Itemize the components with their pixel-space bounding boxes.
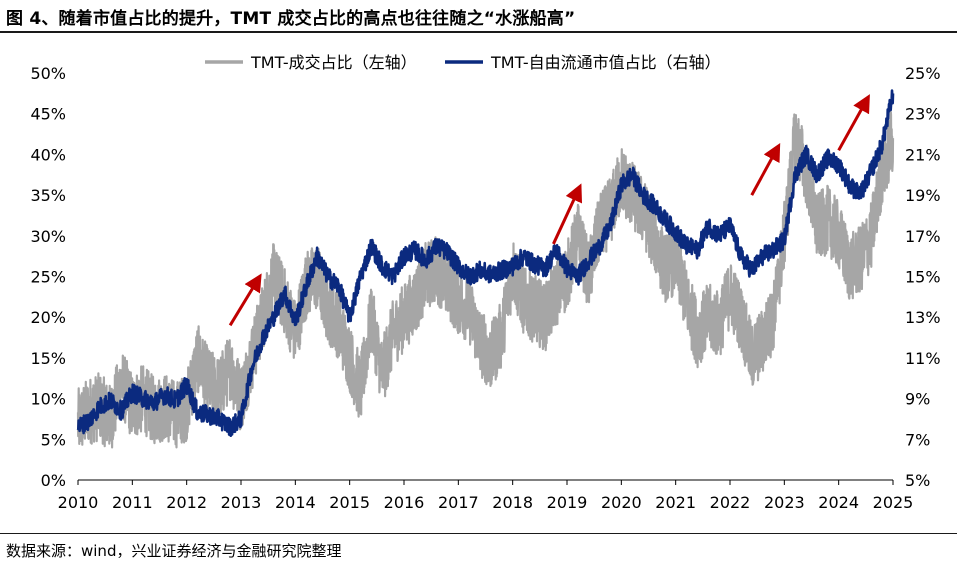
left-axis-tick-labels: 0% 5% 10% 15% 20% 25% 30% 35% 40% 45% 50%	[30, 64, 66, 490]
x-axis-tick: 2011	[112, 493, 153, 512]
left-axis-tick: 10%	[30, 390, 66, 409]
right-axis-tick: 17%	[905, 227, 941, 246]
dual-axis-line-chart: 0% 5% 10% 15% 20% 25% 30% 35% 40% 45% 50% 5% 7% 9% 11…	[30, 53, 941, 512]
left-axis-tick: 0%	[41, 471, 66, 490]
x-axis-tick: 2021	[655, 493, 696, 512]
right-axis-tick: 23%	[905, 105, 941, 124]
x-axis-tick: 2016	[384, 493, 425, 512]
footer-rule	[0, 533, 957, 534]
x-axis-tick: 2012	[166, 493, 207, 512]
right-axis-tick: 5%	[905, 471, 930, 490]
x-axis-tick: 2025	[873, 493, 914, 512]
annotation-arrows	[228, 94, 870, 327]
x-axis-tick-labels: 2010 2011 2012 2013 2014 2015 2016 2017 2018 2019…	[58, 480, 914, 512]
legend-label: TMT-自由流通市值占比（右轴）	[490, 53, 721, 72]
right-axis-tick: 21%	[905, 145, 941, 164]
figure-title: 图 4、随着市值占比的提升，TMT 成交占比的高点也往往随之“水涨船高”	[6, 9, 576, 29]
x-axis-tick: 2022	[710, 493, 751, 512]
x-axis-tick: 2024	[818, 493, 859, 512]
left-axis-tick: 15%	[30, 349, 66, 368]
left-axis-tick: 20%	[30, 308, 66, 327]
right-axis-tick: 7%	[905, 430, 930, 449]
right-axis-tick: 13%	[905, 308, 941, 327]
left-axis-tick: 5%	[41, 430, 66, 449]
right-axis-tick-labels: 5% 7% 9% 11% 13% 15% 17% 19% 21% 23% 25%	[905, 64, 941, 490]
left-axis-tick: 25%	[30, 268, 66, 287]
series-line-float-mcap-share	[76, 89, 895, 437]
legend: TMT-成交占比（左轴） TMT-自由流通市值占比（右轴）	[205, 53, 721, 72]
x-axis-tick: 2019	[547, 493, 588, 512]
x-axis-tick: 2017	[438, 493, 479, 512]
x-axis-tick: 2023	[764, 493, 805, 512]
source-note: 数据来源：wind，兴业证券经济与金融研究院整理	[6, 542, 342, 560]
x-axis-tick: 2010	[58, 493, 99, 512]
x-axis-tick: 2020	[601, 493, 642, 512]
title-rule	[0, 31, 957, 33]
left-axis-tick: 50%	[30, 64, 66, 83]
legend-label: TMT-成交占比（左轴）	[250, 53, 417, 72]
trend-arrow	[228, 273, 262, 327]
series-line-turnover-share	[76, 110, 895, 449]
x-axis-tick: 2018	[492, 493, 533, 512]
series-layer	[76, 89, 895, 449]
right-axis-tick: 25%	[905, 64, 941, 83]
left-axis-tick: 30%	[30, 227, 66, 246]
left-axis-tick: 45%	[30, 105, 66, 124]
right-axis-tick: 19%	[905, 186, 941, 205]
trend-arrow	[552, 183, 583, 245]
x-axis-tick: 2015	[329, 493, 370, 512]
right-axis-tick: 11%	[905, 349, 941, 368]
x-axis-tick: 2014	[275, 493, 316, 512]
x-axis-tick: 2013	[221, 493, 262, 512]
trend-arrow	[750, 142, 781, 196]
left-axis-tick: 40%	[30, 145, 66, 164]
right-axis-tick: 15%	[905, 268, 941, 287]
right-axis-tick: 9%	[905, 390, 930, 409]
trend-arrow	[837, 94, 870, 152]
left-axis-tick: 35%	[30, 186, 66, 205]
